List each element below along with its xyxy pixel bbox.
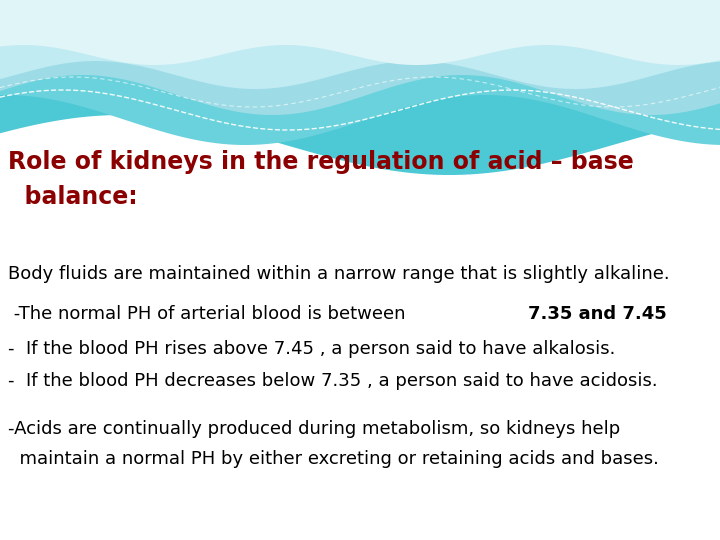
Text: Role of kidneys in the regulation of acid – base: Role of kidneys in the regulation of aci… [8,150,634,174]
Polygon shape [0,0,720,175]
Text: balance:: balance: [8,185,138,209]
Text: 7.35 and 7.45: 7.35 and 7.45 [528,305,667,323]
Polygon shape [0,0,720,89]
Text: -The normal PH of arterial blood is between: -The normal PH of arterial blood is betw… [8,305,411,323]
Text: -  If the blood PH decreases below 7.35 , a person said to have acidosis.: - If the blood PH decreases below 7.35 ,… [8,372,657,390]
Polygon shape [0,0,720,65]
Text: Body fluids are maintained within a narrow range that is slightly alkaline.: Body fluids are maintained within a narr… [8,265,670,283]
Polygon shape [0,0,720,145]
Text: -  If the blood PH rises above 7.45 , a person said to have alkalosis.: - If the blood PH rises above 7.45 , a p… [8,340,616,358]
Text: -Acids are continually produced during metabolism, so kidneys help: -Acids are continually produced during m… [8,420,620,438]
Text: maintain a normal PH by either excreting or retaining acids and bases.: maintain a normal PH by either excreting… [8,450,659,468]
Polygon shape [0,0,720,115]
